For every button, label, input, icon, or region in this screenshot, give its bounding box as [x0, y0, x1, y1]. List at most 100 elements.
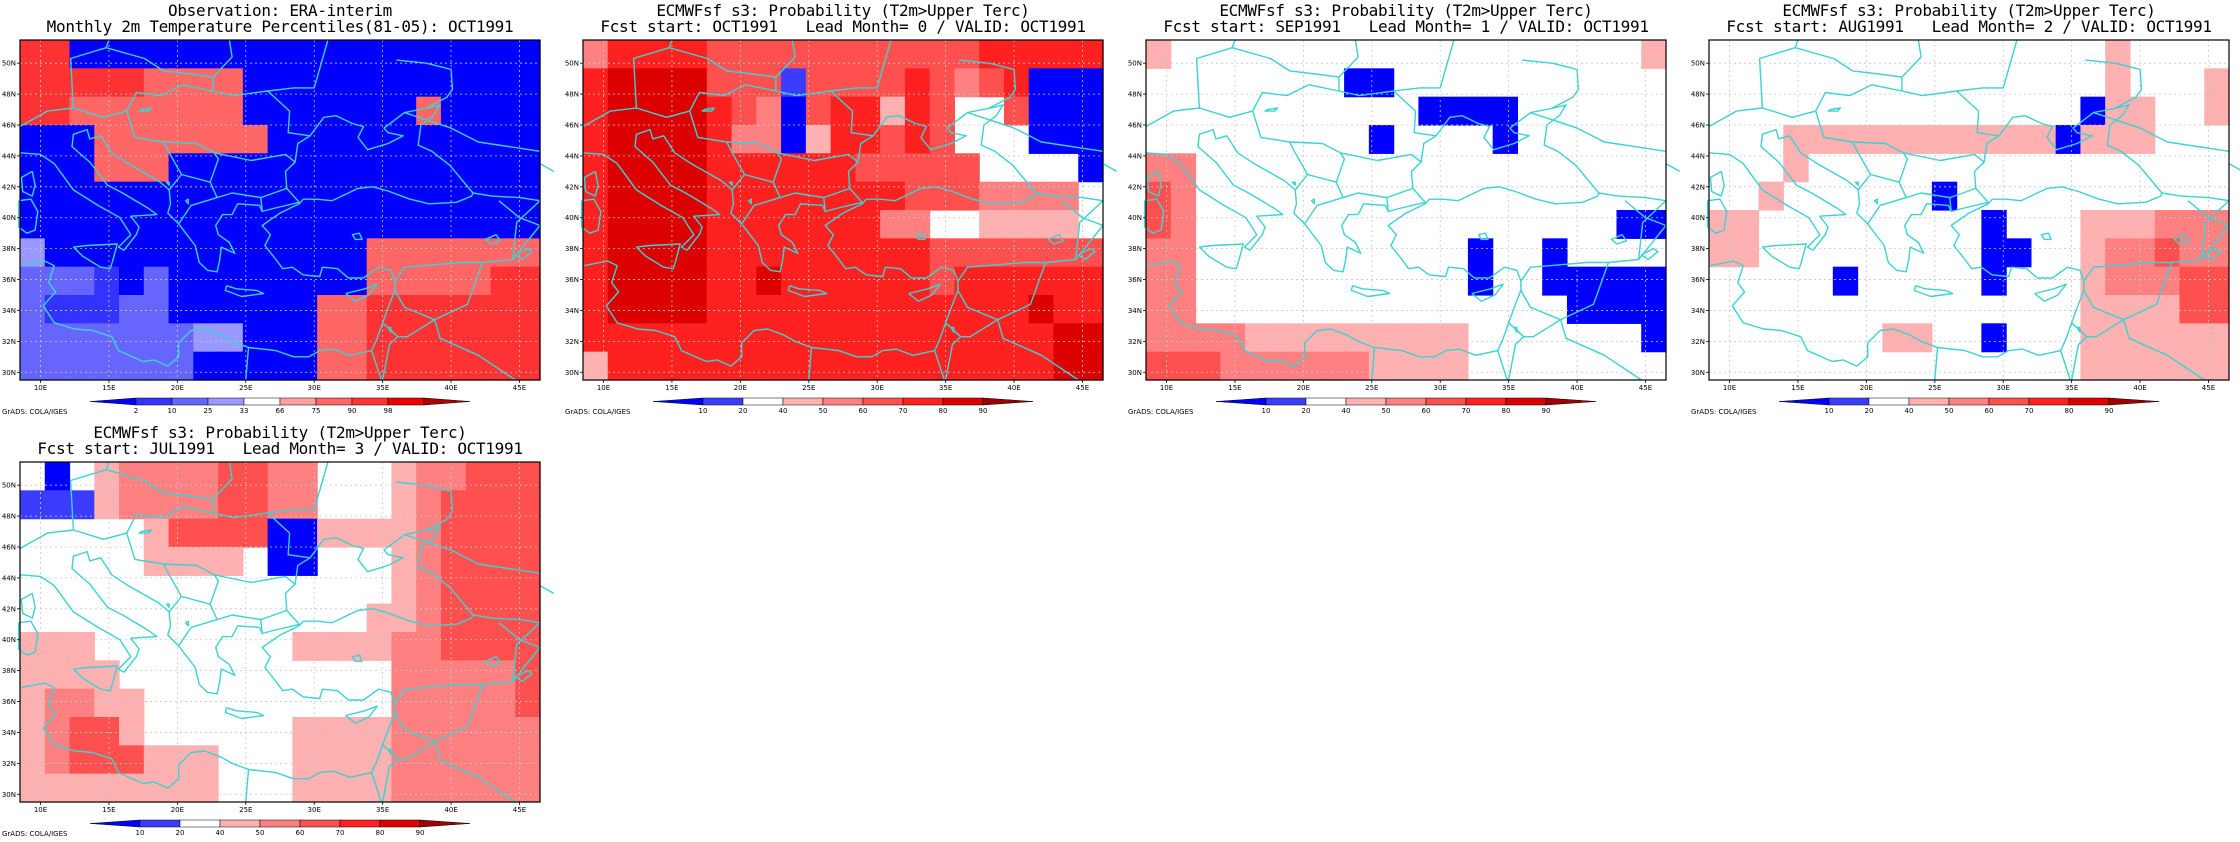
- shaded-cell: [490, 575, 516, 605]
- shaded-cell: [218, 266, 244, 296]
- color-bar-label: 70: [899, 407, 908, 415]
- coastline-path: [1522, 59, 1580, 109]
- coastline-path: [1520, 290, 1561, 321]
- color-bar-segment: [1868, 397, 1910, 406]
- shaded-cell: [657, 181, 683, 211]
- coastline-path: [583, 170, 599, 197]
- shaded-cell: [1195, 351, 1221, 381]
- shaded-cell: [440, 632, 467, 661]
- coastline-path: [1758, 47, 1903, 109]
- shaded-cell: [756, 181, 782, 211]
- coastline-path: [996, 319, 1079, 381]
- color-bar-segment: [1778, 397, 1830, 406]
- shaded-cell: [465, 323, 492, 353]
- shaded-cell: [465, 547, 492, 576]
- shaded-cell: [1344, 351, 1370, 381]
- shaded-cell: [94, 96, 120, 126]
- color-bar-label: 60: [1422, 407, 1431, 415]
- y-tick-label: 48N: [1691, 91, 1705, 99]
- coastline-path: [772, 152, 783, 183]
- shaded-cell: [69, 125, 95, 154]
- shaded-cell: [490, 688, 516, 718]
- coastline-path: [1143, 198, 1165, 234]
- y-tick-label: 36N: [2, 276, 16, 284]
- shaded-cell: [2105, 323, 2131, 353]
- coastline-path: [267, 39, 329, 92]
- shaded-cell: [242, 40, 269, 69]
- shaded-cell: [242, 238, 269, 268]
- shaded-cell: [904, 40, 931, 69]
- coastlines: [1706, 39, 2240, 381]
- shaded-cell: [1053, 125, 1079, 154]
- shaded-cell: [1220, 351, 1246, 381]
- shaded-cell: [2179, 266, 2205, 296]
- coastline-path: [1913, 285, 1954, 298]
- shaded-cell: [416, 632, 442, 661]
- shaded-cell: [465, 603, 492, 633]
- shaded-cell: [929, 40, 956, 69]
- shaded-cell: [465, 462, 492, 491]
- color-bar-segment: [1505, 397, 1547, 406]
- shaded-cell: [168, 773, 194, 803]
- color-bar: 10 20 40 50 60 70 80 90: [89, 819, 471, 837]
- coastline-path: [2070, 336, 2088, 381]
- shaded-cell: [805, 125, 832, 154]
- shaded-cell: [391, 603, 417, 633]
- shaded-cell: [94, 351, 120, 381]
- coastline-path: [511, 622, 541, 682]
- coastline-path: [21, 260, 144, 363]
- shaded-cell: [366, 518, 393, 548]
- shaded-cell: [218, 96, 244, 126]
- shaded-cell: [830, 323, 856, 353]
- shaded-cell: [465, 717, 492, 746]
- coastline-path: [1815, 110, 1872, 191]
- color-bar-label: 66: [276, 407, 285, 415]
- shaded-cell: [2080, 351, 2106, 381]
- coastline-path: [394, 712, 435, 743]
- shaded-cell: [2154, 351, 2181, 381]
- panel-title: Observation: ERA-interim: [168, 1, 392, 20]
- shaded-cell: [465, 518, 492, 548]
- shaded-cell: [44, 351, 71, 381]
- shaded-cell: [292, 745, 318, 775]
- shaded-cell: [1078, 96, 1104, 126]
- coastline-path: [1559, 319, 1642, 381]
- coastline-path: [2228, 162, 2240, 171]
- y-tick-label: 48N: [1128, 91, 1142, 99]
- color-bar-label: 50: [256, 829, 265, 837]
- shaded-cell: [706, 295, 733, 324]
- shaded-cell: [465, 688, 492, 718]
- shaded-cell: [706, 68, 733, 98]
- coastline-path: [20, 592, 36, 619]
- y-tick-label: 38N: [2, 245, 16, 253]
- shaded-cell: [168, 323, 194, 353]
- shaded-cell: [465, 295, 492, 324]
- shaded-cell: [2179, 210, 2205, 239]
- color-bar-label: 80: [1502, 407, 1511, 415]
- shaded-cell: [490, 210, 516, 239]
- coastline-path: [511, 200, 541, 260]
- shaded-cell: [44, 632, 71, 661]
- color-bar-label: 20: [176, 829, 185, 837]
- shaded-cell: [1028, 125, 1055, 154]
- shaded-cell: [317, 295, 343, 324]
- shaded-cell: [119, 745, 145, 775]
- coastline-path: [381, 336, 399, 381]
- y-tick-label: 36N: [1691, 276, 1705, 284]
- y-tick-label: 48N: [2, 91, 16, 99]
- color-bar-segment: [379, 819, 421, 828]
- shaded-cell: [20, 153, 46, 183]
- coastline-path: [706, 198, 959, 367]
- shaded-cell: [44, 210, 71, 239]
- shaded-cell: [706, 351, 733, 381]
- shaded-cell: [20, 210, 46, 239]
- map-figure: 10E 15E 20E 25E 30E 35E 40E 45E 30N 32N 34N 36N 38N 4…: [565, 39, 1118, 415]
- coastline-path: [967, 111, 1104, 152]
- panel-subtitle: Fcst start: OCT1991 Lead Month= 0 / VALI…: [600, 17, 1086, 36]
- coastline-path: [1371, 347, 1376, 381]
- shaded-cell: [830, 238, 856, 268]
- shaded-cell: [366, 125, 393, 154]
- lake-outline: [351, 654, 363, 663]
- shaded-cell: [143, 351, 170, 381]
- shaded-cell: [929, 181, 956, 211]
